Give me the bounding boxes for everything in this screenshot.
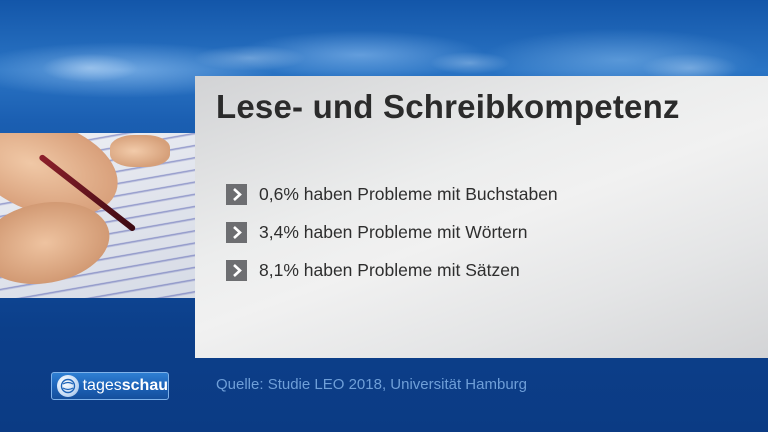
chevron-right-icon	[226, 183, 247, 205]
content-panel	[195, 76, 768, 358]
brand-suffix: schau	[121, 377, 168, 394]
bullet-list: 0,6% haben Probleme mit Buchstaben 3,4% …	[226, 175, 558, 289]
list-item: 8,1% haben Probleme mit Sätzen	[226, 251, 558, 289]
bullet-text: 0,6% haben Probleme mit Buchstaben	[259, 183, 558, 204]
fingertips	[110, 135, 170, 167]
page-title: Lese- und Schreibkompetenz	[216, 88, 680, 125]
globe-icon	[57, 375, 79, 397]
tagesschau-logo: tagesschau	[51, 372, 169, 400]
handwriting-photo	[0, 133, 195, 298]
list-item: 0,6% haben Probleme mit Buchstaben	[226, 175, 558, 213]
chevron-right-icon	[226, 221, 247, 243]
chevron-right-icon	[226, 259, 247, 281]
bullet-text: 3,4% haben Probleme mit Wörtern	[259, 221, 528, 242]
brand-name: tagesschau	[83, 377, 168, 395]
brand-prefix: tages	[82, 377, 122, 394]
source-caption: Quelle: Studie LEO 2018, Universität Ham…	[216, 376, 527, 393]
bullet-text: 8,1% haben Probleme mit Sätzen	[259, 259, 520, 280]
list-item: 3,4% haben Probleme mit Wörtern	[226, 213, 558, 251]
